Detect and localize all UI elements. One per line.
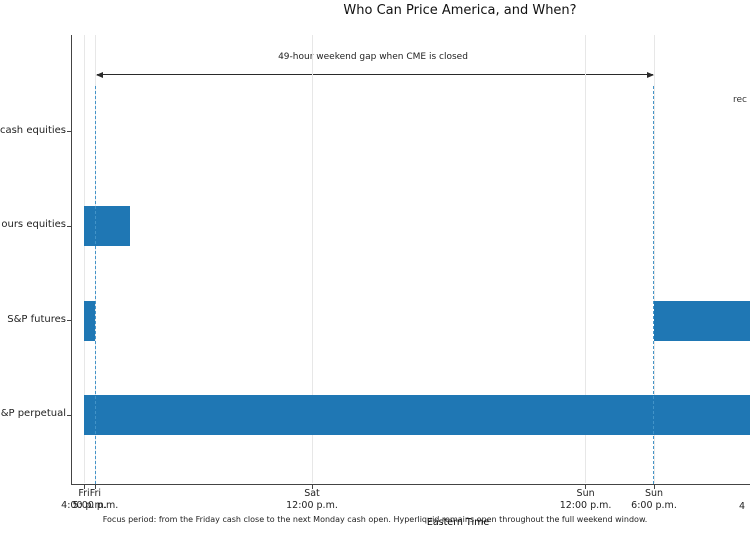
session-boundary-vline xyxy=(653,86,655,484)
gap-annotation-label: 49-hour weekend gap when CME is closed xyxy=(278,52,468,62)
x-tick-day: Sat xyxy=(304,488,320,499)
x-tick-time: 5:00 p.m. xyxy=(72,500,119,511)
y-tick-label: cash equities xyxy=(0,124,66,136)
y-tick-label: &P perpetual xyxy=(0,408,66,419)
gridline xyxy=(585,35,587,483)
gridline xyxy=(83,35,85,483)
x-tick-time: 6:00 p.m. xyxy=(631,500,677,511)
x-tick-day: Sun xyxy=(644,488,664,499)
x-tick-label: Fri 5:00 p.m. xyxy=(55,488,135,512)
bar-segment xyxy=(84,300,96,341)
y-tick-label: S&P futures xyxy=(7,313,66,325)
x-tick-label: Sun 12:00 p.m. xyxy=(546,488,626,512)
y-tick-mark xyxy=(67,131,71,132)
x-tick-mark xyxy=(94,484,96,489)
x-tick-label: Sat 12:00 p.m. xyxy=(272,488,352,512)
session-boundary-vline xyxy=(94,86,96,484)
y-axis-spine xyxy=(71,35,73,484)
x-axis-spine xyxy=(71,483,750,485)
x-tick-mark xyxy=(83,484,85,489)
x-tick-label: Sun 6:00 p.m. xyxy=(614,488,694,512)
figure-caption: Focus period: from the Friday cash close… xyxy=(102,515,648,524)
x-axis-title: Eastern Time xyxy=(426,517,490,528)
y-tick-label: ours equities xyxy=(1,219,66,230)
x-tick-time: 12:00 p.m. xyxy=(559,500,612,511)
y-tick-mark xyxy=(67,414,71,416)
y-tick-mark xyxy=(67,225,71,227)
bar-segment xyxy=(84,395,750,435)
chart-title: Who Can Price America, and When? xyxy=(343,3,577,18)
bar-segment xyxy=(654,300,750,341)
gap-arrow-line xyxy=(97,74,653,75)
arrow-right-head-icon xyxy=(647,71,654,78)
clipped-annotation-fragment: rec xyxy=(733,95,747,105)
x-tick-day: Fri xyxy=(78,488,90,499)
x-tick-time: 12:00 p.m. xyxy=(286,500,338,511)
x-tick-time: 4:00 p.m. xyxy=(61,500,107,511)
bar-segment xyxy=(84,206,130,246)
x-tick-label: Fri 4:00 p.m. xyxy=(44,488,124,512)
x-tick-mark xyxy=(585,484,587,489)
x-tick-day: Sun xyxy=(576,488,595,499)
x-tick-mark xyxy=(311,484,313,489)
x-tick-mark xyxy=(653,484,655,489)
arrow-left-head-icon xyxy=(96,71,103,78)
x-tick-day: Fri xyxy=(89,488,102,499)
x-tick-label-clipped: 4 xyxy=(739,501,746,512)
gridline xyxy=(311,35,313,483)
y-tick-mark xyxy=(67,320,71,321)
